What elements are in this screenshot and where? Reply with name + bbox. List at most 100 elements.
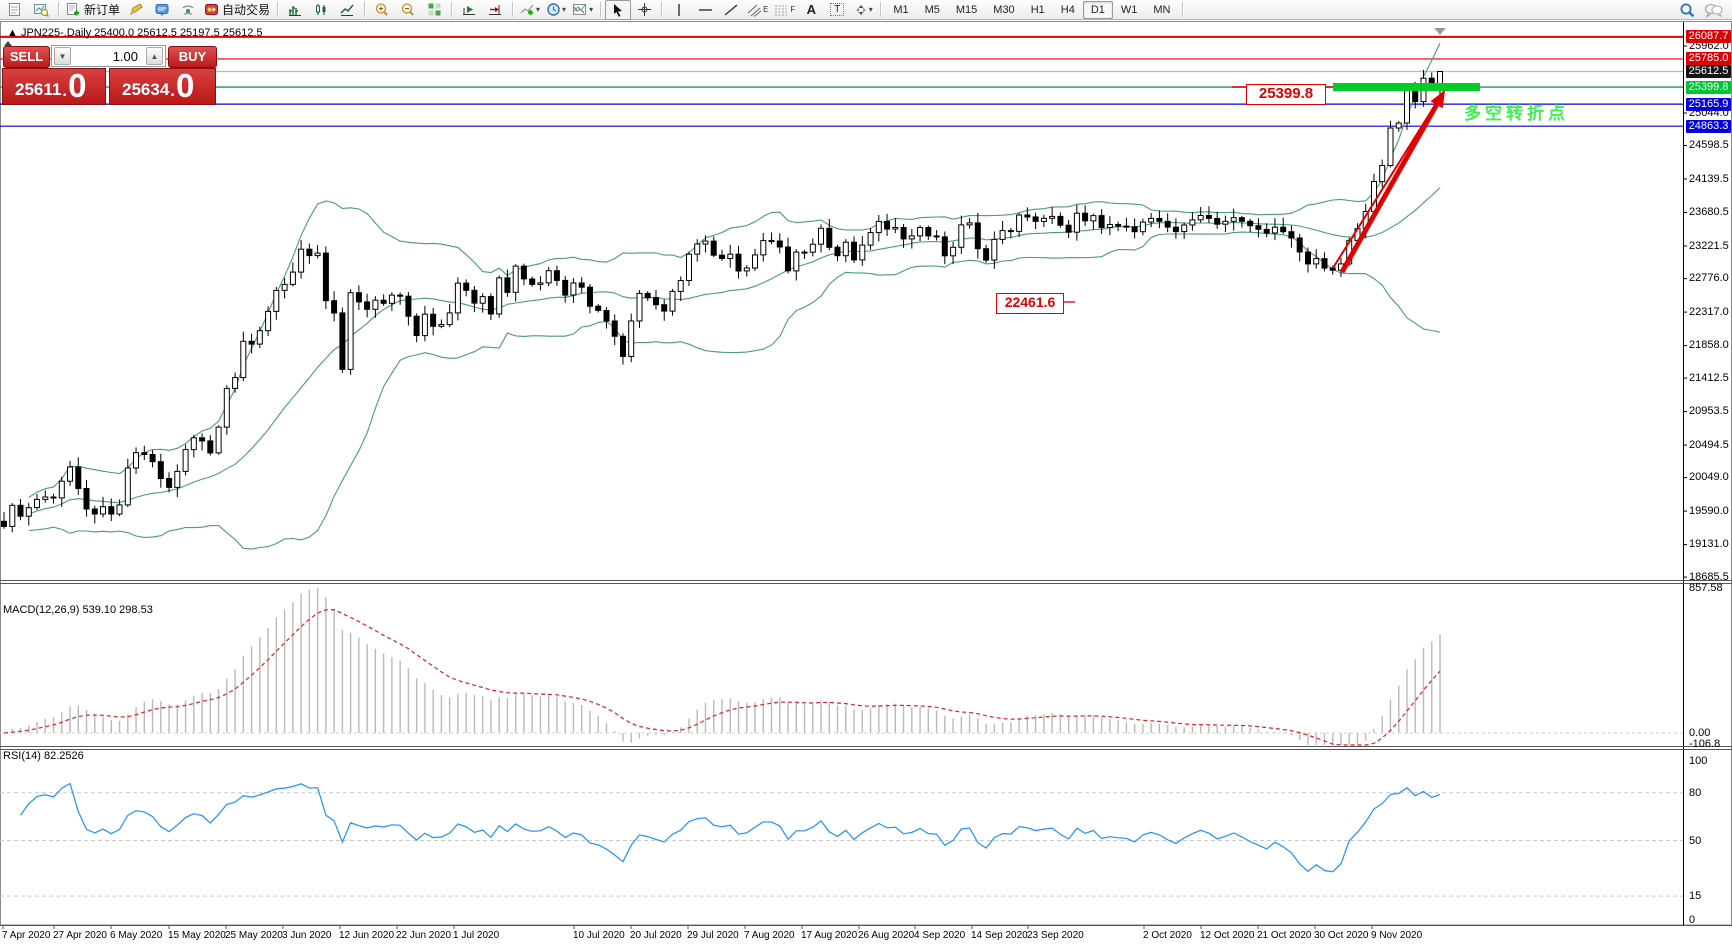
timeframe-button-H1[interactable]: H1 xyxy=(1030,3,1045,16)
date-axis-label: 21 Oct 2020 xyxy=(1257,930,1312,941)
crosshair-tool-button[interactable] xyxy=(631,0,657,20)
timeframe-button-W1[interactable]: W1 xyxy=(1120,3,1138,16)
price-axis-tick: 19590.0 xyxy=(1689,504,1729,517)
channel-tool-button[interactable]: E xyxy=(744,0,771,20)
date-axis-label: 17 Aug 2020 xyxy=(801,930,858,941)
terminal-button[interactable] xyxy=(149,0,175,20)
profiles-button[interactable] xyxy=(28,0,54,20)
volume-stepper[interactable]: ▼ 1.00 ▲ xyxy=(51,45,166,67)
price-axis-tick: 24139.5 xyxy=(1689,172,1729,185)
date-axis-label: 9 Nov 2020 xyxy=(1371,930,1423,941)
resistance-level-label[interactable]: 25399.8 xyxy=(1246,84,1326,105)
timeframe-button-M30[interactable]: M30 xyxy=(993,3,1015,16)
date-axis-label: 1 Jul 2020 xyxy=(453,930,500,941)
price-badge-26087.7: 26087.7 xyxy=(1686,30,1731,44)
fibonacci-tool-label: F xyxy=(790,5,796,14)
price-axis-tick: 18685.5 xyxy=(1689,570,1729,583)
date-axis-label: 25 May 2020 xyxy=(225,930,283,941)
buy-button[interactable]: BUY xyxy=(168,46,217,68)
timeframe-button-M5[interactable]: M5 xyxy=(924,3,940,16)
timeframe-button-H4[interactable]: H4 xyxy=(1060,3,1075,16)
metaeditor-button[interactable] xyxy=(123,0,149,20)
new-chart-button[interactable] xyxy=(2,0,28,20)
date-axis-label: 22 Jun 2020 xyxy=(396,930,452,941)
timeframe-button-M15[interactable]: M15 xyxy=(955,3,978,16)
zoom-out-button[interactable] xyxy=(395,0,421,20)
templates-button[interactable]: ▾ xyxy=(569,0,596,20)
rsi-axis-tick: 50 xyxy=(1689,834,1702,847)
text-label-tool-button[interactable]: T xyxy=(824,0,850,20)
date-axis-label: 29 Jul 2020 xyxy=(687,930,739,941)
toolbar-separator xyxy=(880,2,882,17)
one-click-trading-panel: SELL ▼ 1.00 ▲ BUY 25611. 0 25634. 0 xyxy=(2,41,217,125)
chart-shift-button[interactable] xyxy=(482,0,508,20)
price-axis-tick: 22776.0 xyxy=(1689,272,1729,285)
timeframe-button-D1[interactable]: D1 xyxy=(1082,0,1113,19)
date-axis-label: 23 Sep 2020 xyxy=(1027,930,1084,941)
new-order-icon xyxy=(67,3,79,16)
rsi-axis-tick: 80 xyxy=(1689,786,1702,799)
date-axis-label: 7 Apr 2020 xyxy=(2,930,51,941)
timeframe-group: M1 M5 M15 M30 H1 H4 D1 W1 MN xyxy=(885,0,1178,19)
price-badge-24863.3: 24863.3 xyxy=(1686,119,1731,133)
price-axis-tick: 24598.5 xyxy=(1689,139,1729,152)
rsi-indicator-label: RSI(14) 82.2526 xyxy=(3,750,84,762)
date-axis-label: 12 Oct 2020 xyxy=(1200,930,1255,941)
chart-area[interactable]: 25962.0 25044.0 24598.5 24139.5 23680.5 23221… xyxy=(0,20,1732,944)
timeframe-button-MN[interactable]: MN xyxy=(1153,3,1171,16)
timeframe-button-M1[interactable]: M1 xyxy=(893,3,909,16)
channel-tool-label: E xyxy=(763,5,769,14)
chat-button[interactable] xyxy=(1700,0,1726,20)
bar-chart-button[interactable] xyxy=(282,0,308,20)
candlestick-chart-button[interactable] xyxy=(308,0,334,20)
date-axis-label: 26 Aug 2020 xyxy=(858,930,915,941)
price-badge-25399.8: 25399.8 xyxy=(1686,80,1731,94)
sell-price-main: 25611 xyxy=(15,80,62,99)
sell-price-box[interactable]: 25611. 0 xyxy=(2,68,106,105)
dropdown-caret-icon: ▾ xyxy=(536,5,541,14)
search-button[interactable] xyxy=(1674,0,1700,20)
turning-point-note[interactable]: 多空转折点 xyxy=(1464,104,1569,123)
periods-button[interactable]: ▾ xyxy=(543,0,569,20)
sell-button[interactable]: SELL xyxy=(3,46,50,68)
volume-value[interactable]: 1.00 xyxy=(112,48,138,64)
horizontal-line-tool-button[interactable] xyxy=(692,0,718,20)
fibonacci-tool-button[interactable]: F xyxy=(771,0,798,20)
arrows-tool-button[interactable]: ▾ xyxy=(850,0,876,20)
text-tool-button[interactable]: A xyxy=(806,2,816,17)
zoom-in-button[interactable] xyxy=(369,0,395,20)
support-level-label[interactable]: 22461.6 xyxy=(996,293,1064,314)
price-axis-tick: 21412.5 xyxy=(1689,371,1729,384)
trendline-tool-button[interactable] xyxy=(718,0,744,20)
sell-price-pips: 0 xyxy=(68,67,87,104)
price-axis-tick: 19131.0 xyxy=(1689,538,1729,551)
toolbar-separator xyxy=(600,2,602,17)
chart-canvas[interactable] xyxy=(0,20,1732,944)
dropdown-caret-icon: ▾ xyxy=(868,5,873,14)
vertical-line-tool-button[interactable] xyxy=(666,0,692,20)
buy-price-pips: 0 xyxy=(176,67,195,104)
date-axis-label: 14 Sep 2020 xyxy=(971,930,1028,941)
price-axis-tick: 20953.5 xyxy=(1689,405,1729,418)
macd-axis-tick: 857.58 xyxy=(1689,582,1723,594)
price-badge-25785.0: 25785.0 xyxy=(1686,52,1731,66)
main-toolbar: 新订单 自动交易 ▾ ▾ ▾ E F A T ▾ M1 M5 M15 M30 H1 H4 D… xyxy=(0,0,1732,20)
toolbar-separator xyxy=(58,2,59,17)
signals-button[interactable] xyxy=(175,0,201,20)
buy-price-box[interactable]: 25634. 0 xyxy=(109,68,216,105)
new-order-button[interactable]: 新订单 xyxy=(63,0,123,20)
dropdown-caret-icon: ▾ xyxy=(562,5,567,14)
rsi-axis-tick: 100 xyxy=(1689,755,1708,767)
autotrading-button[interactable]: 自动交易 xyxy=(201,0,273,20)
auto-scroll-button[interactable] xyxy=(456,0,482,20)
add-indicator-button[interactable]: ▾ xyxy=(517,0,543,20)
tile-windows-button[interactable] xyxy=(421,0,447,20)
toolbar-separator xyxy=(277,2,279,17)
panel-collapse-toggle[interactable] xyxy=(4,41,12,46)
volume-increase-button[interactable]: ▲ xyxy=(146,47,163,65)
volume-decrease-button[interactable]: ▼ xyxy=(54,47,71,65)
line-chart-button[interactable] xyxy=(334,0,360,20)
date-axis-label: 20 Jul 2020 xyxy=(630,930,682,941)
rsi-axis-tick: 0 xyxy=(1689,914,1696,926)
cursor-tool-button[interactable] xyxy=(605,0,632,20)
